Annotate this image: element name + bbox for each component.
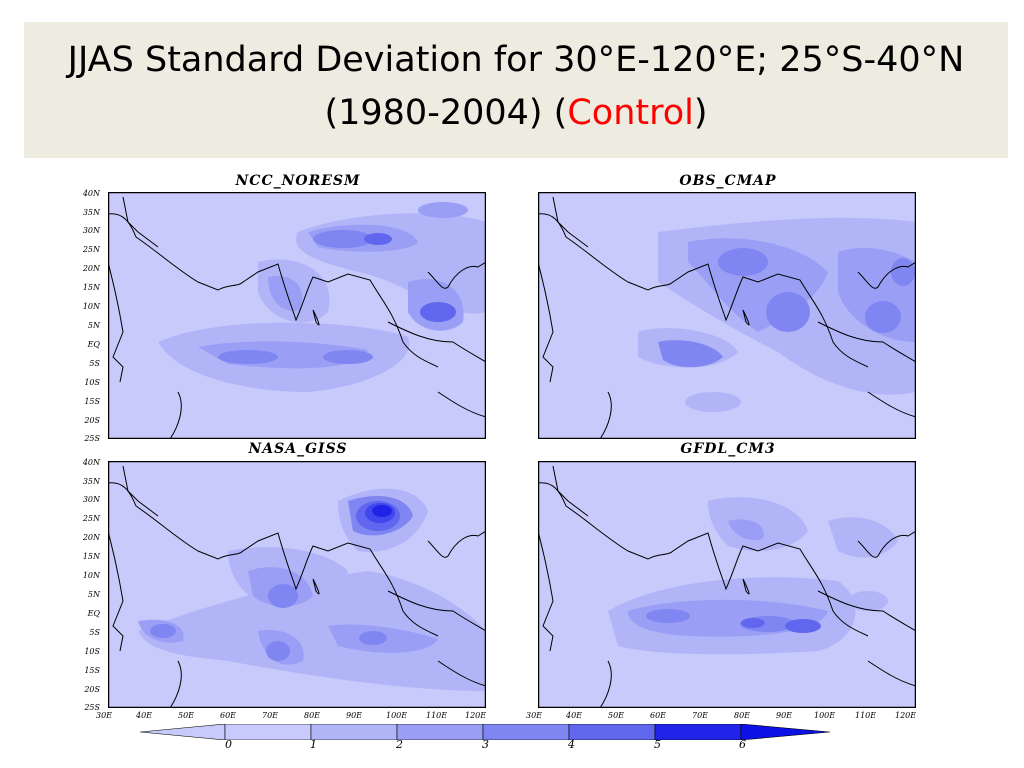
lat-label: 20S (84, 685, 100, 694)
map-nasa-giss (108, 461, 486, 708)
lat-label: 10N (82, 571, 100, 580)
colorbar-segment (654, 724, 742, 740)
lon-label: 100E (814, 711, 836, 720)
colorbar-label: 4 (568, 738, 575, 751)
map-frame (538, 192, 916, 439)
lat-label: 15S (84, 666, 100, 675)
colorbar-label: 6 (739, 738, 746, 751)
lon-label: 80E (734, 711, 751, 720)
lon-label: 110E (426, 711, 448, 720)
title-line-1: JJAS Standard Deviation for 30°E-120°E; … (67, 40, 965, 80)
lon-label: 110E (855, 711, 877, 720)
lat-label: 25S (84, 703, 100, 712)
lon-label: 70E (262, 711, 279, 720)
colorbar-label: 5 (654, 738, 661, 751)
colorbar-label: 0 (225, 738, 232, 751)
lat-label: 10S (84, 647, 100, 656)
panel-title-ncc-noresm: NCC_NORESM (235, 173, 361, 189)
lat-label: 20N (82, 533, 100, 542)
title-band (24, 22, 1008, 158)
lat-label: 35N (82, 208, 100, 217)
map-frame (108, 461, 486, 708)
title-close-paren: ) (693, 93, 708, 133)
colorbar-segment (224, 724, 312, 740)
lon-label: 90E (346, 711, 363, 720)
colorbar-segment (310, 724, 398, 740)
colorbar-label: 2 (396, 738, 403, 751)
lat-label: 25S (84, 434, 100, 443)
colorbar-label: 3 (482, 738, 489, 751)
lat-label: 15N (82, 552, 100, 561)
map-gfdl-cm3 (538, 461, 916, 708)
title-years: (1980-2004) ( (324, 93, 568, 133)
coastlines (538, 196, 916, 439)
lat-label: 20N (82, 264, 100, 273)
panel-title-obs-cmap: OBS_CMAP (679, 173, 777, 189)
lon-label: 90E (776, 711, 793, 720)
lon-label: 50E (178, 711, 195, 720)
colorbar-segment (482, 724, 570, 740)
colorbar-segment (568, 724, 656, 740)
title-control-word: Control (567, 93, 694, 133)
contour-shading (638, 217, 916, 412)
lat-label: EQ (87, 340, 100, 349)
lon-label: 30E (96, 711, 113, 720)
map-ncc-noresm (108, 192, 486, 439)
lat-label: 25N (82, 245, 100, 254)
contour-shading (608, 497, 898, 655)
colorbar (140, 724, 830, 740)
lon-label: 120E (465, 711, 487, 720)
lat-label: 5N (87, 590, 100, 599)
lon-label: 60E (220, 711, 237, 720)
lat-label: 10S (84, 378, 100, 387)
title-line-2: (1980-2004) (Control) (24, 87, 1008, 140)
lon-label: 70E (692, 711, 709, 720)
lat-label: 40N (82, 458, 100, 467)
lon-label: 60E (650, 711, 667, 720)
lat-label: 35N (82, 477, 100, 486)
lat-label: 15S (84, 397, 100, 406)
colorbar-low-triangle (140, 724, 226, 740)
lat-label: 5S (89, 359, 100, 368)
lon-label: 50E (608, 711, 625, 720)
coastlines (108, 196, 486, 439)
map-obs-cmap (538, 192, 916, 439)
lat-label: 5N (87, 321, 100, 330)
panel-title-nasa-giss: NASA_GISS (248, 441, 348, 457)
panel-title-gfdl-cm3: GFDL_CM3 (680, 441, 776, 457)
colorbar-segment (396, 724, 484, 740)
lon-label: 80E (304, 711, 321, 720)
lat-label: 30N (82, 226, 100, 235)
lon-label: 40E (566, 711, 583, 720)
lat-label: 5S (89, 628, 100, 637)
coastlines (108, 465, 486, 708)
contour-shading (158, 202, 486, 392)
colorbar-high-triangle (740, 724, 830, 740)
lon-label: 100E (386, 711, 408, 720)
lon-label: 120E (895, 711, 917, 720)
lat-label: 20S (84, 416, 100, 425)
lat-label: EQ (87, 609, 100, 618)
slide-title: JJAS Standard Deviation for 30°E-120°E; … (24, 34, 1008, 140)
lat-label: 10N (82, 302, 100, 311)
colorbar-label: 1 (310, 738, 317, 751)
coastlines (538, 465, 916, 708)
map-frame (538, 461, 916, 708)
lat-label: 40N (82, 189, 100, 198)
lon-label: 30E (526, 711, 543, 720)
map-frame (108, 192, 486, 439)
lat-label: 25N (82, 514, 100, 523)
lon-label: 40E (136, 711, 153, 720)
lat-label: 15N (82, 283, 100, 292)
lat-label: 30N (82, 495, 100, 504)
